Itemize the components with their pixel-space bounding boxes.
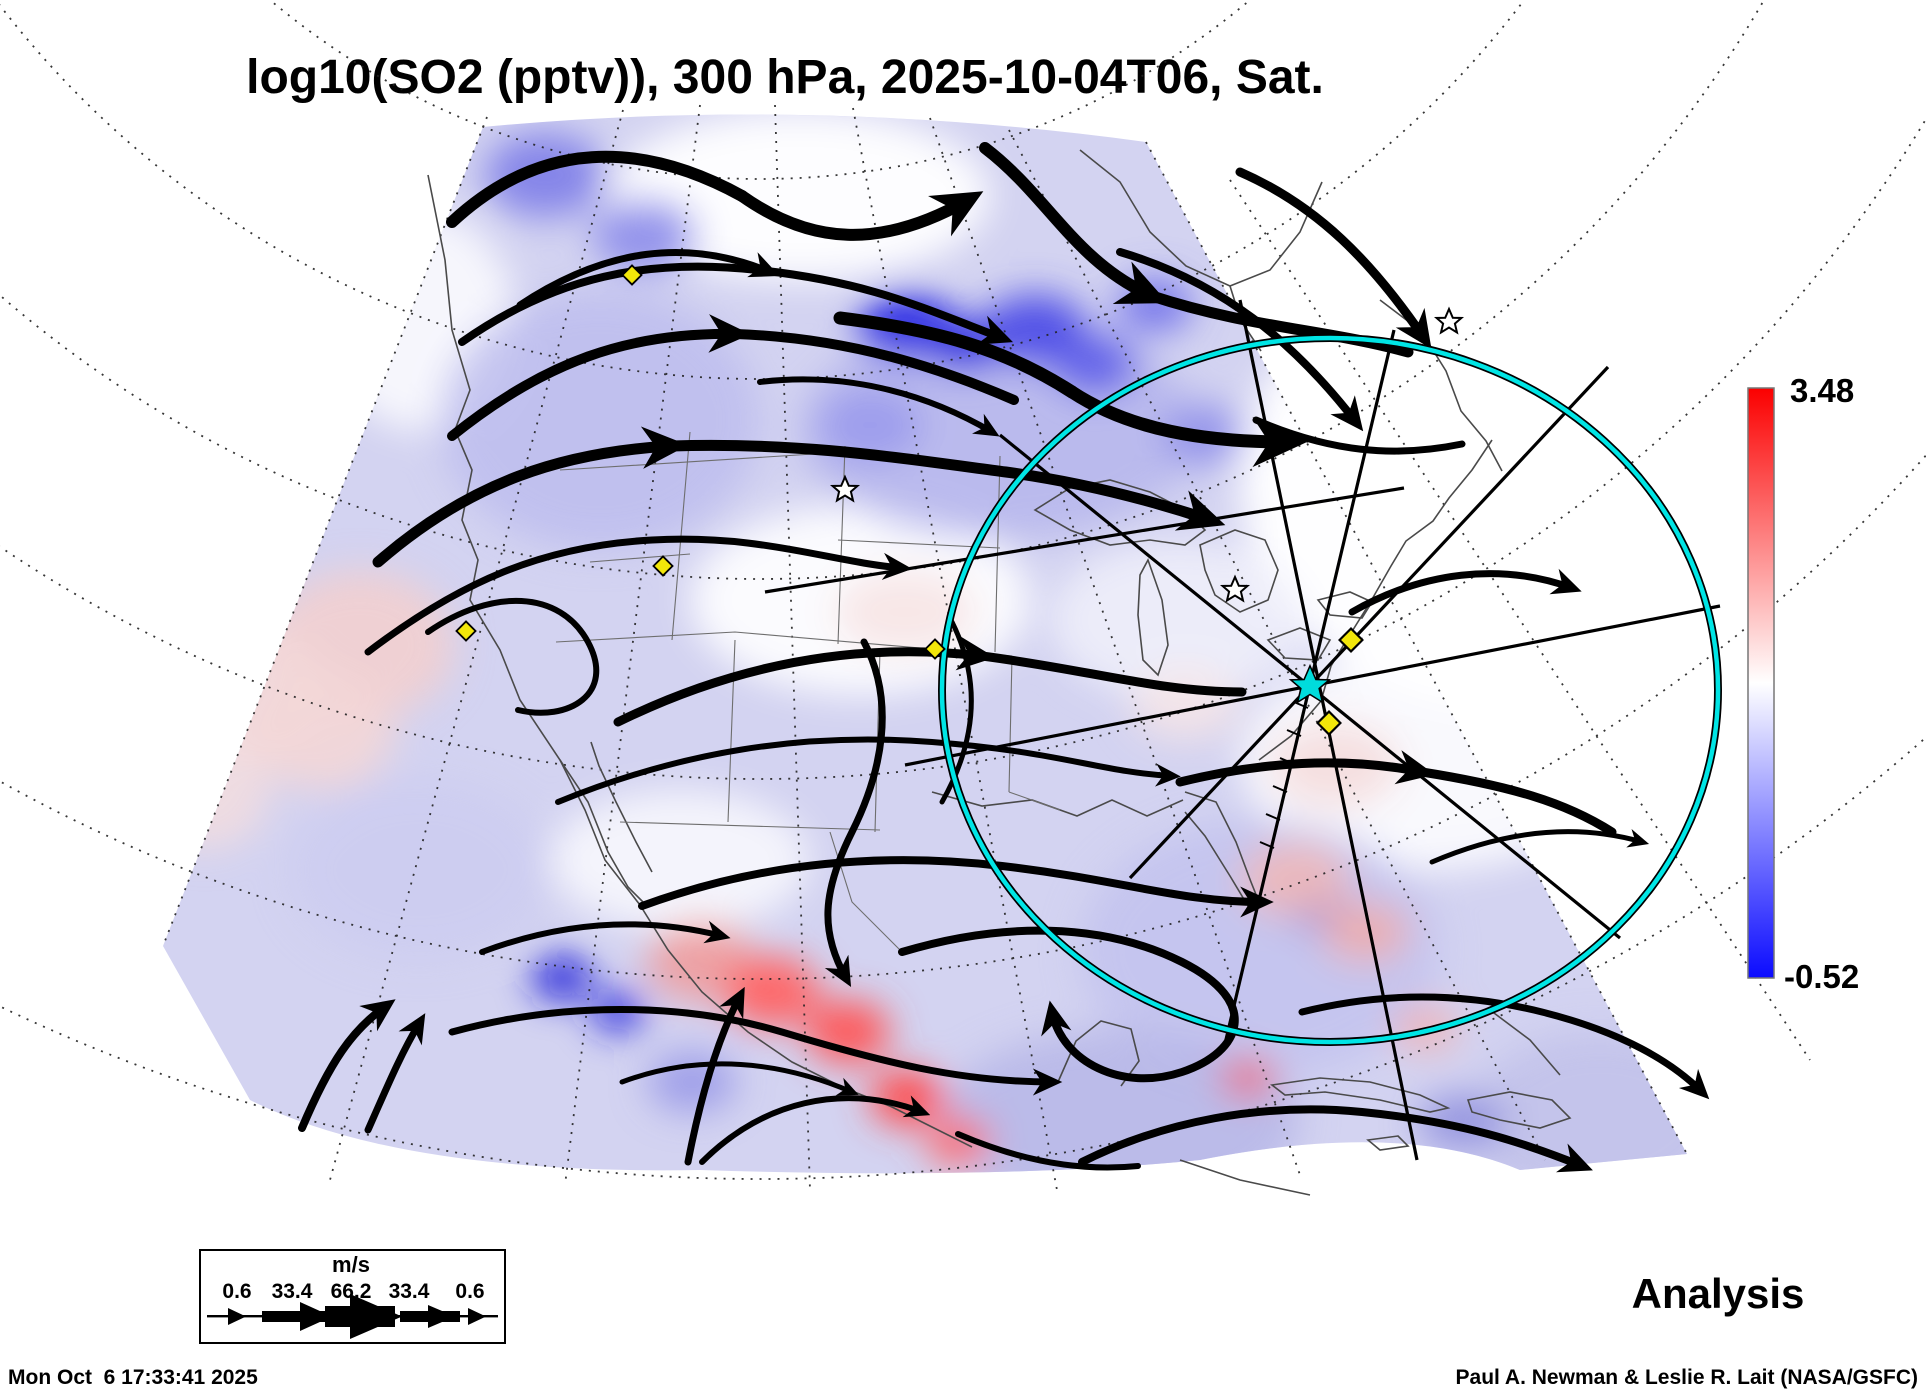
colorbar-min-label: -0.52 bbox=[1784, 958, 1859, 995]
page-title: log10(SO2 (pptv)), 300 hPa, 2025-10-04T0… bbox=[246, 51, 1324, 104]
colorbar-max-label: 3.48 bbox=[1790, 372, 1854, 409]
track-ticks bbox=[1259, 701, 1309, 849]
range-circle bbox=[938, 334, 1722, 1046]
colorbar: 3.48 -0.52 bbox=[1747, 372, 1859, 995]
range-circle-overlay bbox=[764, 299, 1722, 1161]
wind-legend-scale-arrow bbox=[207, 1294, 498, 1339]
wind-legend-value-2: 66.2 bbox=[331, 1280, 372, 1303]
wind-legend-value-0: 0.6 bbox=[222, 1280, 251, 1303]
footer-credit: Paul A. Newman & Leslie R. Lait (NASA/GS… bbox=[1456, 1366, 1918, 1389]
analysis-label: Analysis bbox=[1632, 1270, 1805, 1317]
map-wedge bbox=[0, 0, 1926, 1196]
wind-speed-legend: m/s 0.6 33.4 66.2 33.4 0.6 bbox=[199, 1249, 506, 1344]
wind-legend-value-3: 33.4 bbox=[389, 1280, 430, 1303]
wind-legend-units: m/s bbox=[332, 1252, 370, 1277]
footer-timestamp: Mon Oct 6 17:33:41 2025 bbox=[8, 1366, 258, 1389]
wind-legend-value-4: 0.6 bbox=[455, 1280, 484, 1303]
wind-legend-value-1: 33.4 bbox=[272, 1280, 313, 1303]
